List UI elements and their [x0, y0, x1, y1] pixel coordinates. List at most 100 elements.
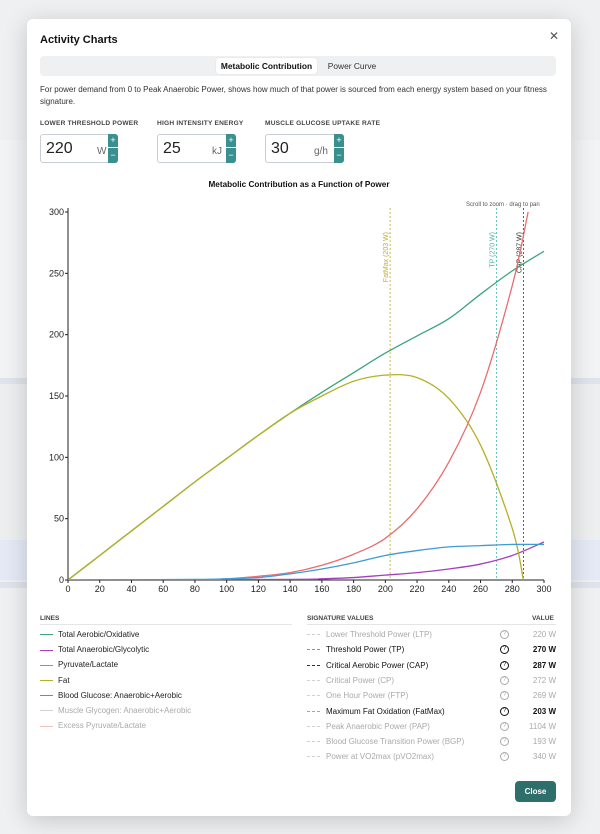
- increment-button[interactable]: +: [334, 134, 344, 148]
- legend-item[interactable]: Pyruvate/Lactate: [40, 658, 118, 672]
- y-tick-label: 250: [49, 268, 64, 278]
- close-button[interactable]: Close: [515, 781, 556, 802]
- signature-row[interactable]: Critical Aerobic Power (CAP)? 287 W: [307, 658, 556, 673]
- tab-bar: Metabolic Contribution Power Curve: [40, 56, 556, 76]
- y-tick-label: 100: [49, 452, 64, 462]
- muscle-glucose-uptake-rate-input[interactable]: 30 g/h + −: [265, 134, 344, 163]
- signature-value: 340 W: [532, 752, 556, 762]
- chart-title: Metabolic Contribution as a Function of …: [208, 180, 390, 189]
- signature-label: Critical Aerobic Power (CAP): [326, 660, 429, 670]
- tab-power-curve[interactable]: Power Curve: [327, 61, 377, 71]
- series-line-total-aerobic-oxidative: [68, 250, 545, 580]
- signature-row[interactable]: Blood Glucose Transition Power (BGP)? 193…: [307, 734, 556, 749]
- decrement-button[interactable]: −: [228, 150, 234, 160]
- x-tick-label: 0: [65, 584, 70, 594]
- x-tick-label: 20: [95, 584, 105, 594]
- help-icon[interactable]: ?: [500, 706, 509, 716]
- help-icon[interactable]: ?: [500, 660, 509, 670]
- high-intensity-energy-label: HIGH INTENSITY ENERGY: [157, 120, 244, 127]
- help-icon[interactable]: ?: [500, 752, 509, 762]
- signature-swatch: [307, 695, 320, 697]
- input-value: 220: [46, 140, 73, 157]
- divider: [307, 624, 556, 625]
- increment-button[interactable]: +: [108, 134, 118, 148]
- legend-item[interactable]: Total Aerobic/Oxidative: [40, 628, 139, 642]
- x-tick-label: 100: [219, 584, 234, 594]
- activity-charts-dialog: Activity Charts ✕ Metabolic Contribution…: [27, 19, 571, 816]
- legend-swatch: [40, 679, 53, 681]
- legend-item[interactable]: Excess Pyruvate/Lactate: [40, 719, 146, 733]
- divider: [40, 624, 292, 625]
- input-value: 25: [163, 140, 181, 157]
- signature-row[interactable]: Lower Threshold Power (LTP)? 220 W: [307, 627, 556, 642]
- y-tick-label: 200: [49, 330, 64, 340]
- legend-item[interactable]: Total Anaerobic/Glycolytic: [40, 643, 149, 657]
- legend-label: Muscle Glycogen: Anaerobic+Aerobic: [58, 706, 192, 715]
- help-icon[interactable]: ?: [500, 737, 509, 747]
- increment-button[interactable]: +: [226, 134, 236, 148]
- signature-swatch: [307, 756, 320, 758]
- high-intensity-energy-input[interactable]: 25 kJ + −: [157, 134, 236, 163]
- lines-heading: LINES: [40, 615, 60, 622]
- series-line-fat: [68, 373, 525, 580]
- signature-row[interactable]: One Hour Power (FTP)? 269 W: [307, 688, 556, 703]
- y-tick-label: 300: [49, 207, 64, 217]
- signature-value: 203 W: [532, 706, 556, 716]
- signature-row[interactable]: Peak Anaerobic Power (PAP)? 1104 W: [307, 719, 556, 734]
- signature-swatch: [307, 634, 320, 635]
- signature-value: 1104 W: [529, 721, 556, 731]
- series-line-blood-glucose-anaerobic-aerobic: [68, 543, 545, 580]
- signature-value: 287 W: [532, 660, 556, 670]
- legend-swatch: [40, 634, 53, 636]
- signature-label: Lower Threshold Power (LTP): [326, 630, 432, 639]
- signature-swatch: [307, 649, 320, 651]
- signature-swatch: [307, 679, 320, 681]
- x-tick-label: 260: [473, 584, 488, 594]
- quantity-stepper: + −: [334, 134, 344, 163]
- legend-label: Total Anaerobic/Glycolytic: [58, 645, 150, 655]
- signature-label: Maximum Fat Oxidation (FatMax): [326, 706, 445, 716]
- legend-swatch: [40, 725, 53, 727]
- chart-description: For power demand from 0 to Peak Anaerobi…: [40, 85, 547, 106]
- y-tick-label: 50: [54, 514, 64, 524]
- decrement-button[interactable]: −: [336, 150, 342, 160]
- value-heading: VALUE: [532, 615, 554, 622]
- lower-threshold-power-input[interactable]: 220 W + −: [40, 134, 118, 163]
- legend-item[interactable]: Fat: [40, 674, 70, 688]
- input-unit: g/h: [314, 146, 328, 157]
- legend-label: Fat: [58, 675, 70, 685]
- y-tick-label: 150: [49, 391, 64, 401]
- signature-label: Threshold Power (TP): [326, 645, 405, 655]
- marker-label: TP (270 W): [489, 232, 496, 268]
- help-icon[interactable]: ?: [500, 675, 509, 685]
- signature-swatch: [307, 725, 320, 727]
- x-tick-label: 120: [251, 584, 266, 594]
- x-tick-label: 180: [346, 584, 361, 594]
- help-icon[interactable]: ?: [500, 645, 509, 655]
- legend-label: Total Aerobic/Oxidative: [58, 630, 140, 639]
- metabolic-contribution-chart[interactable]: 0 20 40 60 80 100 120 140 160 180 200 220 240 260 280 3…: [27, 19, 571, 609]
- close-icon[interactable]: ✕: [548, 29, 559, 43]
- legend-item[interactable]: Muscle Glycogen: Anaerobic+Aerobic: [40, 704, 191, 718]
- decrement-button[interactable]: −: [110, 150, 116, 160]
- input-unit: kJ: [212, 146, 222, 157]
- marker-label: FatMax (203 W): [383, 232, 390, 282]
- signature-row[interactable]: Threshold Power (TP)? 270 W: [307, 642, 556, 657]
- signature-row[interactable]: Maximum Fat Oxidation (FatMax)? 203 W: [307, 704, 556, 719]
- signature-row[interactable]: Power at VO2max (pVO2max)? 340 W: [307, 749, 556, 764]
- x-tick-label: 300: [536, 584, 551, 594]
- help-icon[interactable]: ?: [500, 721, 509, 731]
- legend-label: Pyruvate/Lactate: [58, 660, 119, 670]
- signature-row[interactable]: Critical Power (CP)? 272 W: [307, 673, 556, 688]
- x-tick-label: 140: [283, 584, 298, 594]
- signature-values-heading: SIGNATURE VALUES: [307, 615, 374, 622]
- signature-swatch: [307, 664, 320, 666]
- x-tick-label: 160: [314, 584, 329, 594]
- help-icon[interactable]: ?: [500, 630, 509, 639]
- help-icon[interactable]: ?: [500, 691, 509, 701]
- tab-metabolic-contribution[interactable]: Metabolic Contribution: [216, 58, 317, 74]
- signature-label: Peak Anaerobic Power (PAP): [326, 721, 430, 731]
- x-tick-label: 220: [410, 584, 425, 594]
- legend-item[interactable]: Blood Glucose: Anaerobic+Aerobic: [40, 689, 182, 703]
- signature-label: Critical Power (CP): [326, 675, 395, 685]
